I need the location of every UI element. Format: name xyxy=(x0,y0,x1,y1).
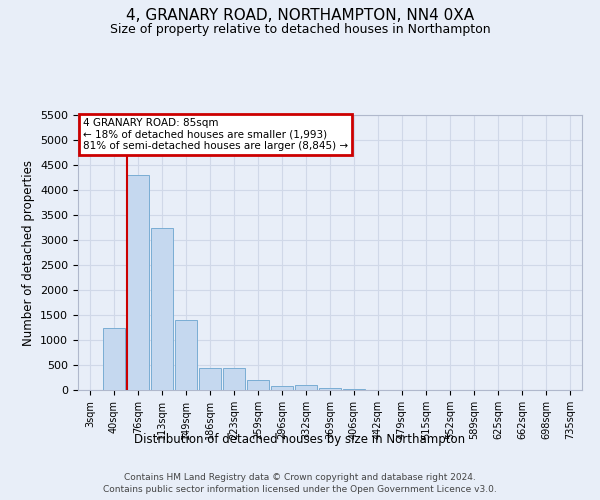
Text: Size of property relative to detached houses in Northampton: Size of property relative to detached ho… xyxy=(110,22,490,36)
Bar xyxy=(343,388,365,390)
Bar xyxy=(103,328,125,390)
Bar xyxy=(175,320,197,390)
Bar xyxy=(151,228,173,390)
Bar xyxy=(271,386,293,390)
Text: Contains public sector information licensed under the Open Government Licence v3: Contains public sector information licen… xyxy=(103,485,497,494)
Y-axis label: Number of detached properties: Number of detached properties xyxy=(22,160,35,346)
Text: Contains HM Land Registry data © Crown copyright and database right 2024.: Contains HM Land Registry data © Crown c… xyxy=(124,472,476,482)
Bar xyxy=(127,175,149,390)
Text: 4, GRANARY ROAD, NORTHAMPTON, NN4 0XA: 4, GRANARY ROAD, NORTHAMPTON, NN4 0XA xyxy=(126,8,474,22)
Bar xyxy=(295,385,317,390)
Bar xyxy=(223,368,245,390)
Bar xyxy=(247,380,269,390)
Text: 4 GRANARY ROAD: 85sqm
← 18% of detached houses are smaller (1,993)
81% of semi-d: 4 GRANARY ROAD: 85sqm ← 18% of detached … xyxy=(83,118,348,151)
Bar xyxy=(199,368,221,390)
Bar xyxy=(319,388,341,390)
Text: Distribution of detached houses by size in Northampton: Distribution of detached houses by size … xyxy=(134,432,466,446)
